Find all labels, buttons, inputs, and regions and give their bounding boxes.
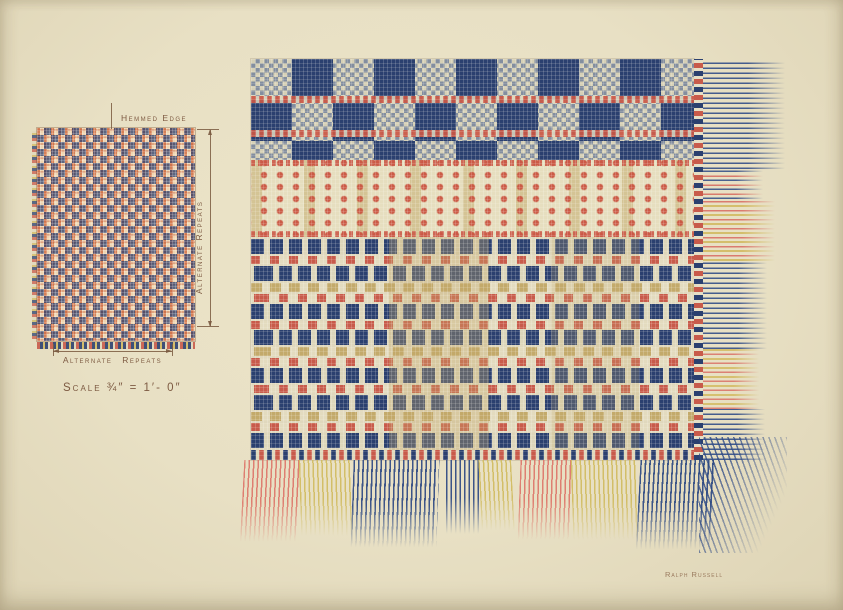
artist-signature: Ralph Russell bbox=[665, 570, 724, 579]
weave-row bbox=[251, 395, 694, 411]
weave-row bbox=[251, 347, 694, 357]
band-bottom-border bbox=[251, 450, 694, 460]
band-blue-plaid bbox=[251, 59, 694, 160]
right-fringe-blue bbox=[703, 261, 767, 349]
hemmed-edge-leader-line bbox=[111, 103, 112, 129]
scale-swatch bbox=[37, 128, 195, 341]
bottom-fringe-yellow bbox=[570, 460, 640, 542]
bottom-fringe-blue bbox=[446, 460, 480, 536]
right-fringe-mixed bbox=[703, 169, 763, 199]
weave-row bbox=[251, 239, 694, 254]
weave-row bbox=[251, 303, 694, 319]
coverlet-fabric bbox=[251, 59, 694, 460]
dimension-arrow-left-icon bbox=[53, 349, 59, 353]
right-fringe-blue bbox=[703, 409, 765, 460]
weave-row bbox=[251, 265, 694, 281]
dimension-arrow-up-icon bbox=[208, 129, 212, 135]
right-fringe-yellow-red bbox=[703, 199, 775, 261]
bottom-fringe-blue bbox=[350, 460, 440, 550]
dimension-arrow-down-icon bbox=[208, 321, 212, 327]
horizontal-dimension-ext-right bbox=[172, 344, 173, 356]
weave-row bbox=[251, 330, 694, 346]
weave-row bbox=[251, 368, 694, 384]
bottom-fringe-blue bbox=[635, 460, 715, 552]
corner-fringe-blue bbox=[699, 437, 787, 553]
band-red-table bbox=[251, 160, 694, 237]
weave-row bbox=[251, 320, 694, 329]
right-fringe-mixed bbox=[703, 349, 759, 409]
alternate-repeats-horizontal-label: Alternate Repeats bbox=[62, 355, 163, 365]
swatch-left-fringe bbox=[32, 131, 37, 339]
bottom-fringe-yellow bbox=[478, 460, 515, 532]
weave-row bbox=[251, 255, 694, 264]
horizontal-dimension-line bbox=[53, 351, 172, 352]
bottom-fringe-yellow bbox=[298, 460, 354, 538]
scale-note: Scale ¾″ = 1′- 0″ bbox=[63, 382, 182, 394]
weave-row bbox=[251, 422, 694, 431]
dimension-arrow-right-icon bbox=[166, 349, 172, 353]
right-selvage-border bbox=[694, 59, 703, 460]
coverlet-rendering bbox=[239, 59, 787, 553]
swatch-bottom-fringe bbox=[37, 342, 195, 349]
band-striped-repeats bbox=[251, 237, 694, 450]
weave-row bbox=[251, 411, 694, 421]
weave-row bbox=[251, 358, 694, 367]
weave-row bbox=[251, 385, 694, 394]
vertical-dimension-line bbox=[210, 130, 211, 326]
weave-row bbox=[251, 293, 694, 302]
weave-row bbox=[251, 282, 694, 292]
hemmed-edge-label: Hemmed Edge bbox=[121, 113, 188, 123]
weave-row bbox=[251, 432, 694, 448]
alternate-repeats-vertical-label: Alternate Repeats bbox=[194, 200, 204, 294]
right-fringe-blue bbox=[703, 59, 785, 169]
bottom-fringe-red bbox=[239, 460, 303, 544]
bottom-fringe-red bbox=[517, 460, 574, 542]
